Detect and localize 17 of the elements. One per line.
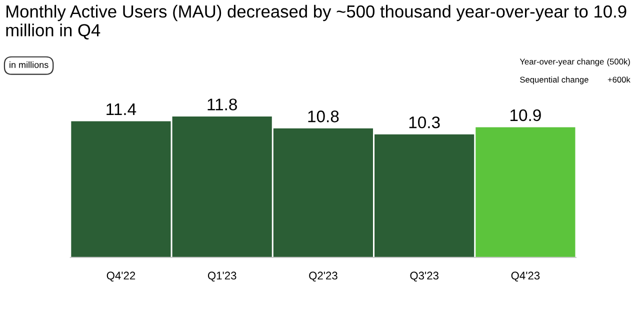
data-label: 11.4 xyxy=(106,104,136,115)
data-label: 10.9 xyxy=(510,109,541,122)
text: +600k xyxy=(608,76,630,83)
data-label: 11.8 xyxy=(208,98,237,110)
data-label: 10.8 xyxy=(308,110,339,122)
text: (500k) xyxy=(607,58,630,66)
x-tick-label: Q4'22 xyxy=(106,272,136,282)
text: Sequential change xyxy=(520,76,588,84)
x-tick-label: Q2'23 xyxy=(309,272,338,282)
x-tick-label: Q3'23 xyxy=(410,272,438,282)
x-tick-label: Q1'23 xyxy=(208,272,236,282)
text: in millions xyxy=(10,61,48,68)
chart-title: Monthly Active Users (MAU) decreased by ~500 thousand year-over-year to 10.9 million in Q4 xyxy=(6,4,626,40)
x-tick-label: Q4'23 xyxy=(511,272,540,282)
bar xyxy=(476,127,576,258)
text: Year-over-year change xyxy=(520,58,604,66)
data-label: 10.3 xyxy=(409,116,440,128)
